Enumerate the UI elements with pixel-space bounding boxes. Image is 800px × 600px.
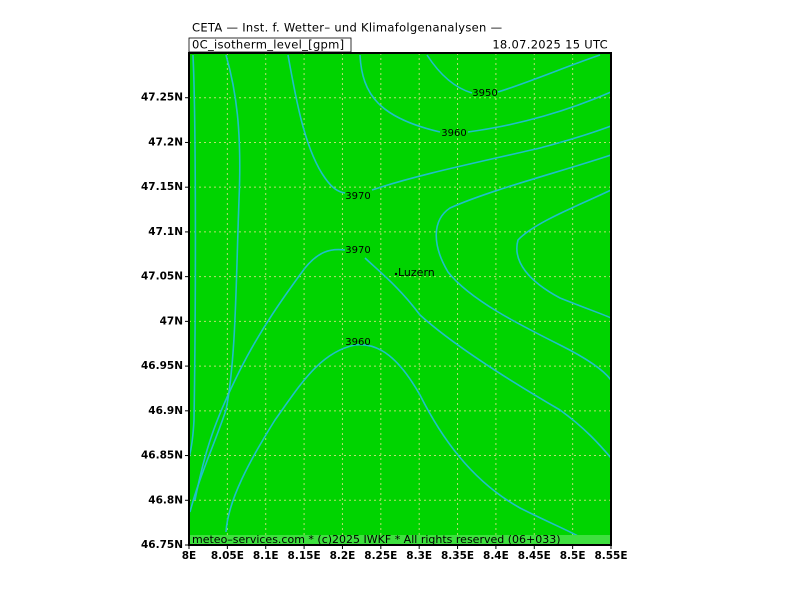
x-tick-label: 8.1E: [253, 550, 279, 562]
axes: 8E 8.05E 8.1E 8.15E 8.2E 8.25E 8.3E 8.35E 8.4E 8.…: [141, 92, 628, 562]
contour-line: [435, 154, 612, 381]
contour-line: [194, 248, 612, 501]
city-marker: [394, 272, 398, 276]
x-tick-label: 8.25E: [364, 550, 397, 562]
contour-line: [287, 54, 612, 194]
contour-line: [516, 189, 612, 319]
x-tick-label: 8.5E: [560, 550, 586, 562]
x-tick-label: 8.4E: [483, 550, 509, 562]
map-frame: [188, 52, 612, 546]
city-label: Luzern: [398, 266, 435, 279]
x-tick-label: 8.2E: [330, 550, 356, 562]
contour-label: 3950: [472, 88, 497, 99]
contours: [188, 54, 612, 546]
contour-label: 3970: [345, 245, 370, 256]
y-tick-label: 46.8N: [148, 494, 183, 506]
contour-label: 3960: [345, 337, 370, 348]
map-area: 3950 3960 3970 3970 3960 Luzern meteo–servic…: [188, 52, 612, 546]
contour-line: [426, 54, 601, 94]
contour-labels: 3950 3960 3970 3970 3960: [345, 88, 497, 348]
contour-line: [189, 54, 241, 513]
footer-bar: [190, 535, 610, 545]
contour-label: 3960: [441, 128, 466, 139]
contour-label: 3970: [345, 191, 370, 202]
y-tick-label: 47N: [160, 315, 183, 327]
x-tick-label: 8.55E: [594, 550, 627, 562]
y-tick-label: 47.25N: [141, 92, 183, 104]
x-tick-label: 8.15E: [288, 550, 321, 562]
y-tick-label: 47.05N: [141, 271, 183, 283]
y-tick-label: 47.1N: [148, 226, 183, 238]
valid-time: 18.07.2025 15 UTC: [492, 38, 608, 52]
x-tick-label: 8.3E: [406, 550, 432, 562]
x-tick-label: 8.05E: [211, 550, 244, 562]
y-tick-label: 46.95N: [141, 360, 183, 372]
map-background: [189, 53, 611, 545]
footer-text: meteo–services.com * (c)2025 IWKF * All …: [192, 533, 561, 546]
x-tick-label: 8.45E: [518, 550, 551, 562]
y-tick-label: 46.9N: [148, 405, 183, 417]
y-tick-label: 46.85N: [141, 450, 183, 462]
x-tick-label: 8.35E: [441, 550, 474, 562]
y-tick-label: 46.75N: [141, 539, 183, 551]
header-title: CETA — Inst. f. Wetter– und Klimafolgena…: [192, 21, 502, 35]
y-tick-label: 47.2N: [148, 136, 183, 148]
x-tick-label: 8E: [182, 550, 196, 562]
contour-line: [188, 54, 197, 459]
grid: [188, 53, 612, 546]
y-tick-label: 47.15N: [141, 181, 183, 193]
field-name: 0C_isotherm_level_[gpm]: [192, 38, 344, 52]
contour-line: [225, 343, 593, 546]
contour-line: [359, 54, 612, 133]
